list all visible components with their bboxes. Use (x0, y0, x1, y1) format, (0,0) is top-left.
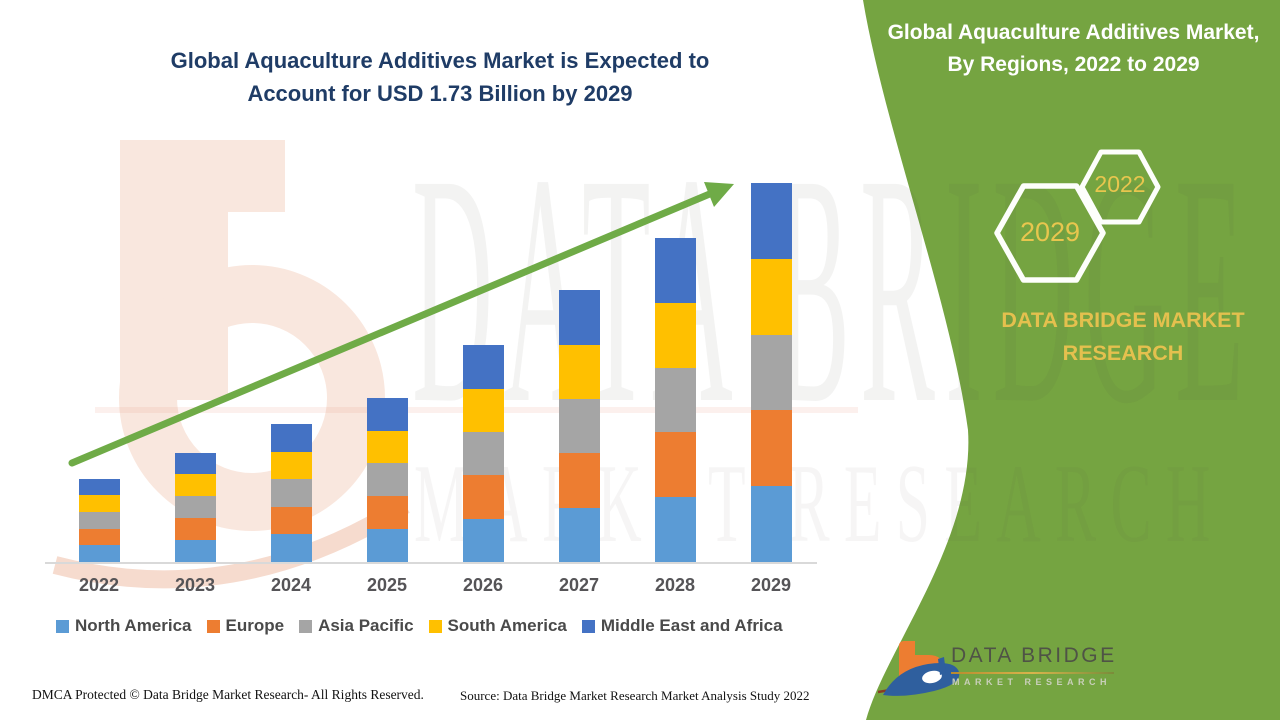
logo-underline (951, 672, 1114, 674)
x-axis-label-2022: 2022 (78, 575, 120, 595)
bar-2028-europe (654, 432, 696, 498)
bar-2026-middle-east-and-africa (462, 345, 504, 389)
watermark-b-bowl (119, 265, 385, 531)
bar-2023-middle-east-and-africa (174, 452, 216, 475)
bar-2023-south-america (174, 474, 216, 497)
legend-label-europe: Europe (225, 616, 285, 635)
chart-legend: North America Europe Asia Pacific South Ame… (56, 616, 846, 636)
bar-2024-middle-east-and-africa (270, 424, 312, 452)
chart-title-line2: Account for USD 1.73 Billion by 2029 (247, 81, 633, 106)
logo-blue-swoosh-hole (922, 670, 942, 684)
side-panel-background (863, 0, 1280, 720)
bar-2029-north-america (750, 486, 792, 562)
bar-2027-north-america (558, 507, 600, 562)
legend-swatch-europe (206, 619, 220, 633)
bar-2027-asia-pacific (558, 399, 600, 454)
x-axis-line (45, 562, 817, 564)
legend-label-south-america: South America (447, 616, 567, 635)
bar-2029-middle-east-and-africa (750, 183, 792, 259)
logo-subtitle: MARKET RESEARCH (952, 677, 1112, 687)
bar-2023-europe (174, 518, 216, 541)
legend-swatch-asia-pacific (299, 619, 313, 633)
bar-2025-north-america (366, 529, 408, 562)
bar-2029-south-america (750, 258, 792, 335)
watermark-b-swoosh (52, 497, 410, 589)
legend-item-north-america: North America (56, 616, 192, 636)
bar-2022-north-america (78, 545, 120, 562)
hexagon-2022-label: 2022 (1094, 171, 1146, 197)
bar-2023-north-america (174, 540, 216, 562)
legend-swatch-north-america (56, 619, 69, 633)
bar-2027-europe (558, 453, 600, 508)
hexagon-2029-outline (994, 183, 1106, 283)
side-panel-brand-line2: RESEARCH (1062, 341, 1184, 365)
legend-item-europe: Europe (206, 616, 285, 636)
chart-title: Global Aquaculture Additives Market is E… (120, 44, 760, 110)
bar-2029-asia-pacific (750, 334, 792, 411)
bar-2026-asia-pacific (462, 431, 504, 476)
chart-title-line1: Global Aquaculture Additives Market is E… (170, 48, 710, 73)
bar-2026-north-america (462, 518, 504, 562)
legend-label-north-america: North America (75, 616, 192, 635)
bar-2024-north-america (270, 534, 312, 562)
logo-b-stem (899, 641, 915, 677)
x-axis-label-2025: 2025 (366, 575, 408, 595)
logo-title: DATA BRIDGE (951, 644, 1117, 667)
x-axis-label-2029: 2029 (750, 575, 792, 595)
bar-2026-south-america (462, 388, 504, 432)
legend-label-middle-east-and-africa: Middle East and Africa (600, 616, 783, 635)
x-axis-label-2026: 2026 (462, 575, 504, 595)
bar-2022-europe (78, 528, 120, 546)
x-axis-label-2024: 2024 (270, 575, 312, 595)
bar-2027-south-america (558, 344, 600, 400)
bar-2024-south-america (270, 451, 312, 480)
side-panel-brand-line1: DATA BRIDGE MARKET (1001, 308, 1245, 332)
legend-item-asia-pacific: Asia Pacific (299, 616, 414, 636)
side-panel-title-line1: Global Aquaculture Additives Market, (887, 21, 1260, 44)
bar-2024-europe (270, 506, 312, 535)
bar-2026-europe (462, 475, 504, 519)
legend-swatch-middle-east-and-africa (581, 619, 595, 633)
bar-2028-north-america (654, 497, 696, 562)
x-axis-label-2023: 2023 (174, 575, 216, 595)
x-axis-label-2028: 2028 (654, 575, 696, 595)
legend-item-middle-east-and-africa: Middle East and Africa (581, 616, 783, 636)
side-panel-brand: DATA BRIDGE MARKET RESEARCH (962, 304, 1280, 370)
hexagon-2022-outline (1079, 149, 1161, 225)
footer-copyright: DMCA Protected © Data Bridge Market Rese… (32, 687, 424, 702)
side-panel-title: Global Aquaculture Additives Market, By … (870, 17, 1277, 81)
hexagon-2029-label: 2029 (1019, 217, 1081, 247)
bar-2028-middle-east-and-africa (654, 237, 696, 303)
footer-source: Source: Data Bridge Market Research Mark… (460, 688, 810, 703)
bar-2024-asia-pacific (270, 479, 312, 507)
trend-arrow-line (68, 189, 716, 467)
trend-arrow-head (704, 182, 734, 207)
bar-2022-asia-pacific (78, 512, 120, 529)
bar-2025-south-america (366, 430, 408, 464)
bar-2025-asia-pacific (366, 463, 408, 497)
x-axis-label-2027: 2027 (558, 575, 600, 595)
bar-2028-asia-pacific (654, 367, 696, 433)
bar-2023-asia-pacific (174, 496, 216, 519)
bar-2029-europe (750, 410, 792, 487)
side-panel-title-line2: By Regions, 2022 to 2029 (947, 53, 1200, 76)
logo-d-ascender (938, 657, 946, 675)
bar-2022-middle-east-and-africa (78, 478, 120, 496)
legend-label-asia-pacific: Asia Pacific (318, 616, 414, 635)
legend-swatch-south-america (428, 619, 442, 633)
bar-2025-europe (366, 496, 408, 530)
legend-item-south-america: South America (428, 616, 567, 636)
bar-2027-middle-east-and-africa (558, 290, 600, 345)
bar-2028-south-america (654, 302, 696, 368)
bar-2025-middle-east-and-africa (366, 397, 408, 431)
bar-2022-south-america (78, 495, 120, 513)
logo-blue-swoosh (883, 663, 960, 696)
